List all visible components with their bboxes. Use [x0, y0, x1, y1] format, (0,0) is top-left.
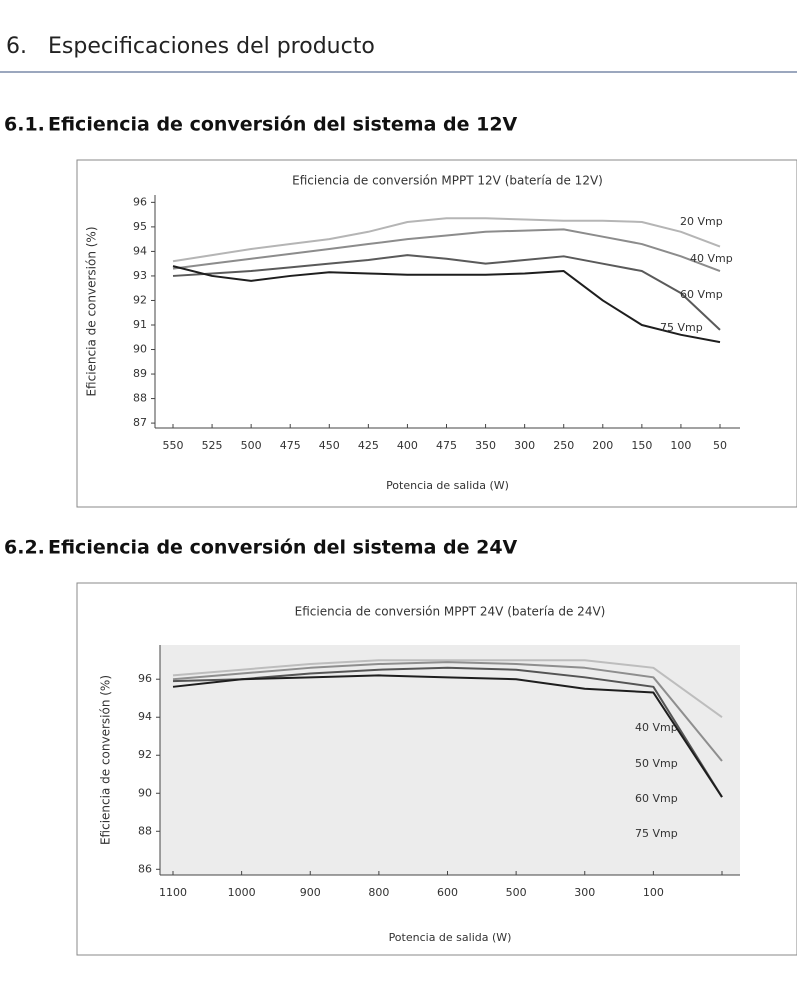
x-tick-label: 100	[670, 439, 691, 452]
x-tick-label: 1100	[159, 886, 187, 899]
y-tick-label: 94	[138, 710, 152, 723]
x-tick-label: 550	[163, 439, 184, 452]
x-tick-label: 300	[514, 439, 535, 452]
x-axis-title: Potencia de salida (W)	[389, 931, 512, 944]
x-tick-label: 500	[241, 439, 262, 452]
series-line	[172, 254, 721, 331]
section-title: Eficiencia de conversión del sistema de …	[48, 114, 518, 136]
y-tick-label: 89	[133, 367, 147, 380]
y-axis-title: Eficiencia de conversión (%)	[85, 226, 99, 396]
x-tick-label: 475	[436, 439, 457, 452]
plot-background	[160, 645, 740, 875]
series-line	[172, 661, 723, 762]
y-tick-label: 96	[138, 672, 152, 685]
y-tick-label: 96	[133, 195, 147, 208]
y-tick-label: 92	[138, 748, 152, 761]
series-label: 75 Vmp	[660, 321, 703, 334]
section-number: 6.2.	[4, 537, 45, 559]
series-line	[172, 659, 723, 719]
header-number: 6.	[6, 34, 27, 59]
y-tick-label: 95	[133, 220, 147, 233]
series-label: 50 Vmp	[635, 757, 678, 770]
chart-frame	[76, 582, 797, 956]
series-label: 60 Vmp	[635, 792, 678, 805]
series-line	[172, 228, 721, 272]
section-number: 6.1.	[4, 114, 45, 136]
x-tick-label: 600	[437, 886, 458, 899]
series-line	[172, 674, 723, 798]
series-label: 20 Vmp	[680, 215, 723, 228]
x-tick-label: 475	[280, 439, 301, 452]
y-tick-label: 94	[133, 244, 147, 257]
y-tick-label: 91	[133, 318, 147, 331]
section-title: Eficiencia de conversión del sistema de …	[48, 537, 518, 559]
x-tick-label: 300	[574, 886, 595, 899]
x-tick-label: 425	[358, 439, 379, 452]
x-tick-label: 350	[475, 439, 496, 452]
x-tick-label: 100	[643, 886, 664, 899]
y-tick-label: 87	[133, 416, 147, 429]
header-title: Especificaciones del producto	[48, 34, 375, 59]
series-label: 40 Vmp	[690, 252, 733, 265]
y-tick-label: 88	[133, 392, 147, 405]
y-tick-label: 90	[133, 343, 147, 356]
series-label: 75 Vmp	[635, 827, 678, 840]
y-tick-label: 86	[138, 862, 152, 875]
x-tick-label: 250	[553, 439, 574, 452]
x-axis-title: Potencia de salida (W)	[386, 479, 509, 492]
x-tick-label: 450	[319, 439, 340, 452]
chart-title: Eficiencia de conversión MPPT 24V (bater…	[295, 605, 606, 619]
x-tick-label: 500	[506, 886, 527, 899]
x-tick-label: 400	[397, 439, 418, 452]
chart-frame	[76, 159, 797, 508]
series-line	[172, 217, 721, 263]
x-tick-label: 800	[368, 886, 389, 899]
y-tick-label: 93	[133, 269, 147, 282]
x-tick-label: 150	[631, 439, 652, 452]
series-label: 60 Vmp	[680, 288, 723, 301]
y-tick-label: 92	[133, 293, 147, 306]
y-axis-title: Eficiencia de conversión (%)	[99, 675, 113, 845]
x-tick-label: 525	[202, 439, 223, 452]
y-tick-label: 90	[138, 786, 152, 799]
x-tick-label: 900	[300, 886, 321, 899]
series-line	[172, 265, 721, 344]
x-tick-label: 1000	[228, 886, 256, 899]
x-tick-label: 50	[713, 439, 727, 452]
x-tick-label: 200	[592, 439, 613, 452]
y-tick-label: 88	[138, 824, 152, 837]
series-line	[172, 666, 723, 798]
chart-title: Eficiencia de conversión MPPT 12V (bater…	[292, 174, 603, 188]
series-label: 40 Vmp	[635, 721, 678, 734]
